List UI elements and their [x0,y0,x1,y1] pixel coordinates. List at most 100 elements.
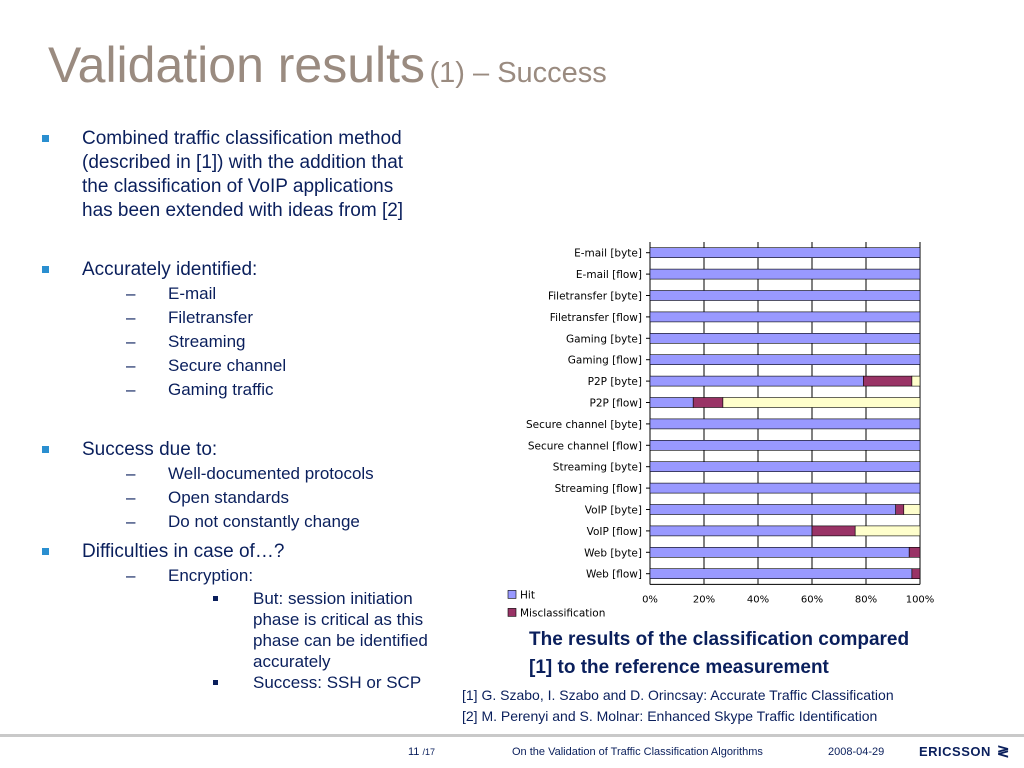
dash-icon: – [126,488,136,507]
dash-icon: – [126,566,136,585]
footer-divider [0,734,1024,737]
bar-segment [649,504,896,515]
square-bullet-icon [213,596,218,601]
bar-segment [722,397,921,408]
dash-icon: – [126,464,136,483]
bar-segment [649,482,921,494]
x-tick-label: 60% [801,594,823,605]
y-tick-label: E-mail [flow] [576,269,642,281]
x-tick-label: 80% [855,594,877,605]
caption-line: [1] to the reference measurement [529,657,829,678]
sub-bullet-text: Open standards [168,488,289,507]
bar-segment [692,397,724,408]
y-tick-label: VoIP [flow] [587,526,642,538]
x-tick-label: 40% [747,594,769,605]
sub-bullet-text: Do not constantly change [168,512,360,531]
bar-segment [862,375,913,387]
sub-bullet-item: – Open standards [42,486,482,510]
sub-sub-bullet-item: Success: SSH or SCP [42,672,482,693]
y-tick-label: P2P [flow] [590,398,643,410]
sub-sub-bullet-text-line: phase can be identified [253,631,428,650]
dash-icon: – [126,284,136,303]
bullet-item: Difficulties in case of…? [42,540,482,564]
bar-segment [908,546,921,558]
dash-icon: – [126,308,136,327]
legend-swatch [507,608,517,617]
bar-segment [895,504,905,515]
legend-swatch [507,590,517,599]
bullet-item: Combined traffic classification method (… [42,127,482,223]
bar-segment [649,546,910,558]
sub-bullet-text: E-mail [168,284,217,303]
bar-segment [911,375,921,387]
y-tick-label: Gaming [flow] [568,355,642,367]
page-current: 11 [408,746,420,758]
bullet-text: Success due to: [82,439,218,460]
bullet-text-line: Combined traffic classification method [82,128,402,149]
x-tick-label: 0% [642,594,658,605]
sub-bullet-text: Well-documented protocols [168,464,374,483]
bar-segment [649,375,864,387]
sub-sub-bullet-text-line: But: session initiation [253,589,413,608]
x-tick-label: 100% [906,594,935,605]
references: [1] G. Szabo, I. Szabo and D. Orincsay: … [462,685,894,727]
bar-segment [649,268,921,280]
bar-segment [649,461,921,472]
bullet-item: Success due to: [42,438,482,462]
bar-segment [811,525,856,537]
footer-date: 2008-04-29 [828,746,885,758]
page-number: 11 /17 [408,746,435,758]
footer-title: On the Validation of Traffic Classificat… [512,746,763,758]
dash-icon: – [126,332,136,351]
sub-sub-bullet-text-line: Success: SSH or SCP [253,673,422,692]
logo-text: ERICSSON [919,744,991,759]
bar-segment [649,418,921,430]
bullet-text: Accurately identified: [82,259,258,280]
sub-bullet-item: – E-mail [42,282,482,306]
dash-icon: – [126,512,136,531]
sub-bullet-item: – Well-documented protocols [42,462,482,486]
bar-segment [649,311,921,323]
sub-sub-bullet-text-line: phase is critical as this [253,610,424,629]
bullet-text-line: has been extended with ideas from [2] [82,200,404,221]
bullet-list: Combined traffic classification method (… [42,127,482,693]
bullet-text-line: (described in [1]) with the addition tha… [82,152,404,173]
bar-segment [649,354,921,365]
bar-segment [649,333,921,344]
sub-bullet-text: Secure channel [168,356,287,375]
y-tick-label: Web [flow] [586,569,642,581]
reference-item: [1] G. Szabo, I. Szabo and D. Orincsay: … [462,687,894,703]
caption-line: The results of the classification compar… [529,629,910,650]
reference-item: [2] M. Perenyi and S. Molnar: Enhanced S… [462,708,878,724]
bar-segment [854,525,921,537]
bar-segment [649,568,913,580]
sub-bullet-item: – Filetransfer [42,306,482,330]
bullet-marker-icon [42,548,49,555]
ericsson-logo: ERICSSON ≷ [919,742,1010,760]
y-tick-label: Filetransfer [flow] [550,312,642,324]
legend-label: Misclassification [520,607,605,619]
x-tick-label: 20% [693,594,715,605]
chart-caption: The results of the classification compar… [529,626,909,682]
y-tick-label: Filetransfer [byte] [548,291,642,303]
sub-bullet-text: Filetransfer [168,308,254,327]
bar-segment [649,440,921,451]
ericsson-logo-icon: ≷ [996,743,1010,760]
bullet-marker-icon [42,446,49,453]
sub-bullet-text: Encryption: [168,566,254,585]
bar-segment [649,525,813,537]
square-bullet-icon [213,680,218,685]
slide-title-main: Validation results [48,37,426,93]
sub-bullet-item: – Gaming traffic [42,378,482,402]
bullet-item: Accurately identified: [42,258,482,282]
y-tick-label: VoIP [byte] [585,505,642,517]
y-tick-label: Secure channel [flow] [528,440,642,452]
sub-bullet-item: – Secure channel [42,354,482,378]
bar-segment [903,504,921,515]
y-tick-label: Gaming [byte] [566,333,642,345]
y-tick-label: P2P [byte] [588,376,642,388]
sub-bullet-text: Streaming [168,332,246,351]
sub-bullet-text: Gaming traffic [168,380,274,399]
stacked-bar-chart: 0% 20% 40% 60% 80% 100% E-mail [byte] E-mail [f… [507,242,935,619]
y-tick-label: E-mail [byte] [574,248,642,260]
